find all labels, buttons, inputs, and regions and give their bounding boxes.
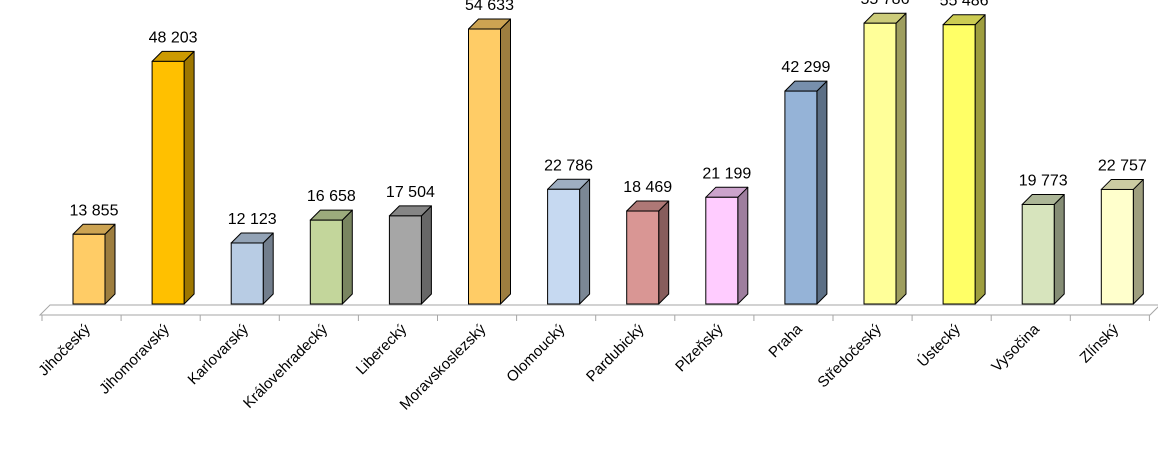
bar-side-face bbox=[658, 200, 670, 305]
data-label: 55 486 bbox=[940, 0, 989, 10]
bar-front-face bbox=[863, 22, 897, 305]
x-tick-label: Liberecký bbox=[353, 320, 411, 378]
chart-floor bbox=[38, 304, 1158, 321]
x-tick-labels-group: Jihočeský Jihomoravský KarlovarskýKráloveh… bbox=[35, 320, 1122, 413]
bars-group bbox=[72, 12, 1144, 305]
x-tick-label: Ústecký bbox=[914, 320, 964, 370]
data-label: 22 786 bbox=[544, 157, 593, 174]
x-tick-label: Královehradecký bbox=[240, 320, 331, 411]
bar-front-face bbox=[942, 24, 976, 305]
bar-side-face bbox=[816, 80, 828, 305]
x-tick-label: Vysočina bbox=[988, 320, 1043, 375]
data-label: 21 199 bbox=[702, 165, 751, 182]
data-labels-group: 13 855 48 203 12 123 16 658 17 504 54 633 22 7… bbox=[70, 0, 1147, 228]
bar-side-face bbox=[1132, 178, 1144, 305]
bar-side-face bbox=[500, 18, 511, 305]
bar-front-face bbox=[705, 196, 739, 305]
x-tick-label: Pardubický bbox=[583, 320, 648, 385]
x-tick-label: Olomoucký bbox=[503, 320, 568, 385]
bar bbox=[705, 186, 749, 305]
bar-side-face bbox=[262, 232, 274, 305]
bar-side-face bbox=[183, 50, 195, 305]
bar bbox=[230, 232, 274, 305]
data-label: 19 773 bbox=[1019, 172, 1068, 189]
bar-front-face bbox=[468, 28, 501, 305]
data-label: 18 469 bbox=[623, 179, 672, 196]
bar bbox=[468, 18, 511, 305]
data-label: 13 855 bbox=[70, 202, 119, 219]
bar-front-face bbox=[309, 219, 343, 305]
bar-side-face bbox=[1053, 193, 1065, 305]
bar-front-face bbox=[230, 242, 264, 305]
bar bbox=[863, 12, 907, 305]
x-tick-label: Praha bbox=[765, 320, 806, 361]
bar bbox=[309, 209, 353, 305]
data-label: 55 786 bbox=[861, 0, 910, 8]
x-tick-label: Plzeňský bbox=[672, 320, 727, 375]
bar-side-face bbox=[341, 209, 353, 305]
x-tick-label: Jihočeský bbox=[35, 320, 94, 379]
bar-front-face bbox=[784, 90, 818, 305]
floor-plane bbox=[38, 304, 1158, 316]
bar bbox=[1100, 178, 1144, 305]
bar bbox=[547, 178, 591, 305]
bar-side-face bbox=[104, 223, 116, 305]
data-label: 16 658 bbox=[307, 188, 356, 205]
bar-side-face bbox=[974, 14, 986, 305]
bar bbox=[388, 205, 432, 305]
bar-side-face bbox=[895, 12, 907, 305]
bar-front-face bbox=[72, 233, 106, 305]
bar-side-face bbox=[737, 186, 749, 305]
bar-front-face bbox=[388, 215, 422, 305]
bar-front-face bbox=[626, 210, 660, 305]
bar bbox=[72, 223, 116, 305]
x-tick-label: Zlínský bbox=[1077, 320, 1123, 366]
bar-front-face bbox=[151, 60, 185, 305]
bar-front-face bbox=[547, 188, 581, 305]
bar bbox=[151, 50, 195, 305]
bar bbox=[784, 80, 828, 305]
x-tick-label: Moravskoslezský bbox=[397, 320, 490, 413]
bar-side-face bbox=[420, 205, 432, 305]
x-tick-label: Středočeský bbox=[814, 320, 885, 391]
bar-side-face bbox=[579, 178, 591, 305]
data-label: 42 299 bbox=[781, 59, 830, 76]
bar bbox=[942, 14, 986, 305]
data-label: 48 203 bbox=[149, 29, 198, 46]
bar-front-face bbox=[1021, 203, 1055, 305]
data-label: 54 633 bbox=[465, 0, 514, 14]
bar bbox=[1021, 193, 1065, 305]
data-label: 22 757 bbox=[1098, 157, 1147, 174]
bar bbox=[626, 200, 670, 305]
bar-front-face bbox=[1100, 188, 1134, 305]
data-label: 12 123 bbox=[228, 211, 277, 228]
x-tick-label: Karlovarský bbox=[185, 320, 253, 388]
x-tick-label: Jihomoravský bbox=[96, 320, 173, 397]
data-label: 17 504 bbox=[386, 184, 435, 201]
